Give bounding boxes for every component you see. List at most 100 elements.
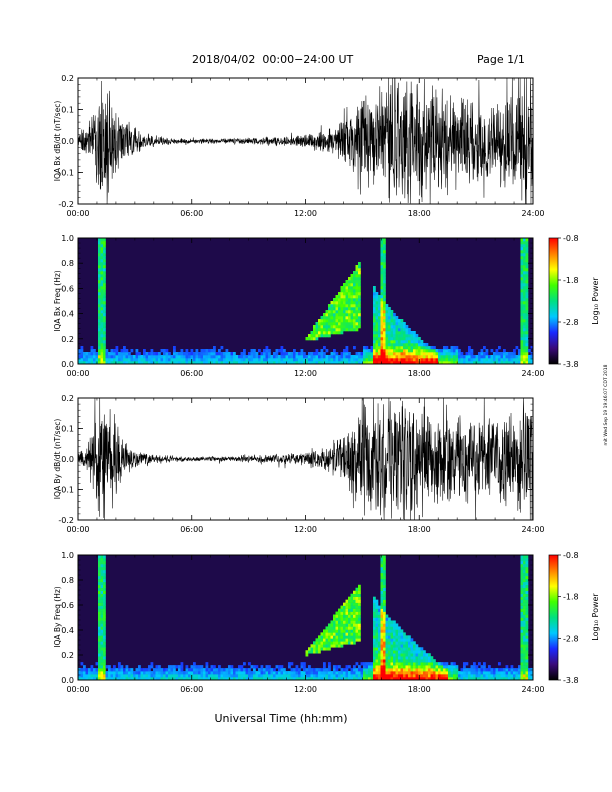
spectrogram-cell [208,349,211,353]
spectrogram-cell [525,668,529,672]
spectrogram-cell [103,656,106,660]
spectrogram-cell [338,665,341,669]
spectrogram-cell [375,674,379,678]
spectrogram-cell [143,677,146,681]
spectrogram-cell [208,677,211,681]
spectrogram-cell [145,677,149,681]
spectrogram-cell [230,668,234,672]
spectrogram-cell [503,671,506,675]
spectrogram-cell [333,614,336,618]
spectrogram-cell [380,238,384,242]
spectrogram-cell [383,635,386,639]
spectrogram-cell [343,289,346,293]
spectrogram-cell [345,608,349,612]
spectrogram-cell [388,325,391,329]
spectrogram-cell [360,674,364,678]
spectrogram-cell [473,662,476,666]
spectrogram-cell [78,349,81,353]
spectrogram-cell [525,581,529,586]
spectrogram-cell [393,653,396,657]
spectrogram-cell [480,671,484,675]
spectrogram-cell [430,662,434,666]
spectrogram-cell [148,665,151,669]
spectrogram-cell [325,328,329,332]
spectrogram-cell [383,271,386,275]
spectrogram-cell [135,671,139,675]
spectrogram-cell [358,623,361,627]
spectrogram-cell [110,358,114,362]
spectrogram-cell [320,328,324,332]
spectrogram-cell [405,343,409,347]
spectrogram-cell [125,361,129,365]
spectrogram-cell [328,361,331,365]
spectrogram-cell [253,677,256,681]
spectrogram-cell [353,289,356,293]
spectrogram-cell [520,313,524,317]
spectrogram-cell [85,674,89,678]
spectrogram-cell [383,265,386,269]
spectrogram-cell [380,578,384,583]
spectrogram-cell [315,322,319,326]
spectrogram-cell [98,286,101,290]
spectrogram-cell [378,310,381,314]
spectrogram-cell [375,343,379,347]
spectrogram-cell [183,361,186,365]
spectrogram-cell [173,674,176,678]
spectrogram-cell [358,629,361,633]
spectrogram-cell [520,361,524,365]
spectrogram-cell [338,677,341,681]
spectrogram-cell [408,352,411,356]
spectrogram-cell [505,677,509,681]
spectrogram-cell [118,668,121,672]
spectrogram-cell [185,358,189,362]
spectrogram-cell [225,674,229,678]
spectrogram-cell [525,253,529,257]
spectrogram-cell [138,355,141,359]
spectrogram-cell [415,665,419,669]
spectrogram-cell [410,361,414,365]
spectrogram-cell [320,668,324,672]
spectrogram-cell [423,668,426,672]
spectrogram-cell [513,358,516,362]
spectrogram-cell [493,677,496,681]
spectrogram-cell [98,265,101,269]
spectrogram-cell [460,355,464,359]
spectrogram-cell [145,671,149,675]
spectrogram-cell [335,352,339,356]
spectrogram-cell [313,677,316,681]
spectrogram-cell [335,620,339,624]
spectrogram-cell [333,677,336,681]
spectrogram-cell [328,647,331,651]
spectrogram-cell [340,629,344,633]
spectrogram-cell [148,352,151,356]
spectrogram-cell [390,331,394,335]
spectrogram-cell [78,671,81,675]
spectrogram-cell [410,355,414,359]
spectrogram-cell [128,361,131,365]
spectrogram-cell [265,361,269,365]
spectrogram-cell [100,566,104,571]
spectrogram-cell [103,256,106,260]
spectrogram-cell [285,671,289,675]
spectrogram-cell [373,647,376,651]
spectrogram-cell [525,358,529,362]
spectrogram-cell [113,671,116,675]
spectrogram-cell [243,358,246,362]
spectrogram-cell [275,355,279,359]
spectrogram-cell [398,331,401,335]
spectrogram-cell [470,668,474,672]
spectrogram-cell [103,626,106,630]
spectrogram-cell [115,355,119,359]
spectrogram-cell [265,668,269,672]
spectrogram-cell [310,361,314,365]
spectrogram-cell [160,361,164,365]
spectrogram-cell [103,632,106,636]
spectrogram-cell [393,358,396,362]
spectrogram-cell [390,623,394,627]
spectrogram-cell [383,319,386,323]
spectrogram-cell [403,343,406,347]
spectrogram-cell [338,358,341,362]
spectrogram-cell [400,322,404,326]
spectrogram-cell [383,632,386,636]
spectrogram-cell [473,665,476,669]
